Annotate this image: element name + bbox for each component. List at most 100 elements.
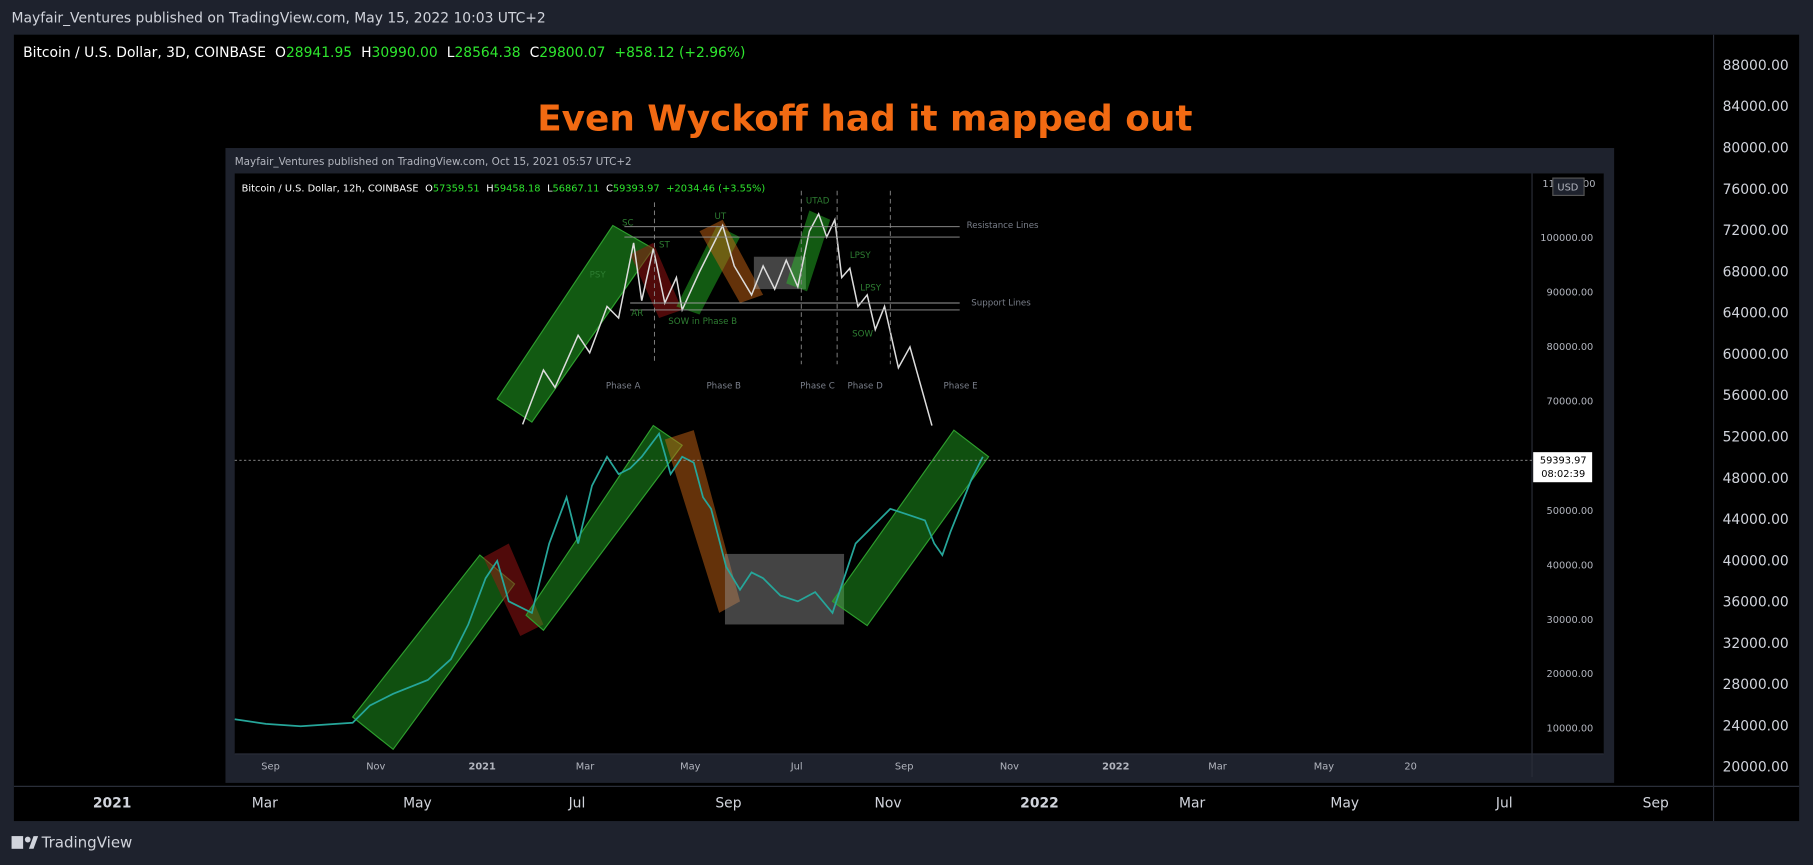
- footer: TradingView: [11, 834, 132, 852]
- label: L: [547, 183, 553, 194]
- value: 59458.18: [494, 183, 541, 194]
- phase-label: Phase D: [848, 382, 884, 392]
- inner-price-label: 10000.00: [1546, 724, 1593, 735]
- change: +858.12 (+2.96%): [614, 45, 745, 61]
- time-labels: 2021 Mar May Jul Sep Nov 2022 Mar May Ju…: [93, 796, 1669, 812]
- time-label: Jul: [1495, 796, 1513, 812]
- price-label: 60000.00: [1723, 347, 1789, 363]
- symbol: Bitcoin / U.S. Dollar, 12h, COINBASE: [242, 183, 419, 194]
- label: C: [530, 45, 540, 61]
- event: UTAD: [806, 197, 830, 207]
- value: 28564.38: [454, 45, 520, 61]
- time-axis: [13, 786, 1800, 822]
- time-label: 2021: [93, 796, 132, 812]
- embedded-screenshot: Mayfair_Ventures published on TradingVie…: [225, 148, 1615, 783]
- inner-price-label: 40000.00: [1546, 560, 1593, 571]
- label: C: [606, 183, 613, 194]
- price-label: 40000.00: [1723, 553, 1789, 569]
- price-label: 68000.00: [1723, 264, 1789, 280]
- event: LPSY: [860, 283, 882, 293]
- last-price: 59393.97: [1540, 455, 1587, 466]
- publisher: Mayfair_Ventures published on TradingVie…: [12, 11, 546, 27]
- countdown: 08:02:39: [1541, 469, 1585, 480]
- channel: [664, 430, 740, 613]
- event: LPSY: [850, 251, 872, 261]
- phase-label: Phase C: [800, 382, 835, 392]
- inner-price-label: 20000.00: [1546, 669, 1593, 680]
- inner-time-label: Sep: [895, 762, 913, 773]
- price-label: 88000.00: [1723, 58, 1789, 74]
- channel: [786, 210, 831, 292]
- inner-price-label: 30000.00: [1546, 615, 1593, 626]
- inner-time-label: Jul: [790, 762, 803, 773]
- price-label: 72000.00: [1723, 223, 1789, 239]
- inner-price-label: 50000.00: [1546, 506, 1593, 517]
- event: SOW in Phase B: [668, 317, 737, 327]
- time-label: May: [1330, 796, 1359, 812]
- inner-ohlc: Bitcoin / U.S. Dollar, 12h, COINBASE O57…: [242, 183, 766, 194]
- range-box: [724, 553, 845, 625]
- phase-label: Phase A: [606, 382, 641, 392]
- time-label: Mar: [252, 796, 278, 812]
- phase-dividers: [653, 190, 891, 365]
- schematic-path: [521, 212, 933, 426]
- value: 29800.07: [539, 45, 605, 61]
- event: ST: [659, 241, 670, 251]
- price-labels: 88000.00 84000.00 80000.00 76000.00 72000.00…: [1723, 58, 1789, 776]
- value: 30990.00: [372, 45, 438, 61]
- inner-time-label: 2022: [1102, 762, 1129, 773]
- title: Even Wyckoff had it mapped out: [537, 98, 1192, 139]
- event: SC: [622, 219, 634, 229]
- price-axis: [1713, 34, 1800, 787]
- inner-price-label: 70000.00: [1546, 396, 1593, 407]
- change: +2034.46 (+3.55%): [666, 183, 765, 194]
- price-label: 64000.00: [1723, 306, 1789, 322]
- inner-chart: [234, 173, 1604, 754]
- time-label: Sep: [715, 796, 741, 812]
- price-label: 28000.00: [1723, 677, 1789, 693]
- inner-time-label: Nov: [1000, 762, 1019, 773]
- price-label: 36000.00: [1723, 595, 1789, 611]
- price-tag: [1533, 452, 1593, 483]
- inner-time-label: May: [1314, 762, 1334, 773]
- phase-label: Phase E: [944, 382, 978, 392]
- value: 28941.95: [286, 45, 352, 61]
- price-label: 44000.00: [1723, 512, 1789, 528]
- value: 56867.11: [553, 183, 600, 194]
- value: 57359.51: [433, 183, 480, 194]
- phase-label: Phase B: [706, 382, 741, 392]
- inner-time-label: Sep: [261, 762, 279, 773]
- inner-time-label: Mar: [1208, 762, 1227, 773]
- inner-time-label: Mar: [576, 762, 595, 773]
- inner-time-labels: Sep Nov 2021 Mar May Jul Sep Nov 2022 Ma…: [261, 762, 1417, 773]
- logo: [28, 836, 39, 849]
- label: L: [447, 45, 455, 61]
- event: AR: [631, 309, 643, 319]
- inner-time-label: May: [680, 762, 700, 773]
- label: O: [275, 45, 286, 61]
- inner-publisher: Mayfair_Ventures published on TradingVie…: [235, 156, 632, 168]
- symbol: Bitcoin / U.S. Dollar, 3D, COINBASE: [23, 45, 266, 61]
- price-label: 24000.00: [1723, 718, 1789, 734]
- inner-price-label: 80000.00: [1546, 342, 1593, 353]
- inner-price-labels: 100000.00 90000.00 80000.00 70000.00 50000.0…: [1540, 233, 1593, 734]
- channel: [630, 242, 683, 319]
- label: O: [425, 183, 433, 194]
- time-label: May: [403, 796, 432, 812]
- price-label: 32000.00: [1723, 636, 1789, 652]
- inner-time-label: Nov: [366, 762, 385, 773]
- time-label: Jul: [568, 796, 586, 812]
- ohlc-legend: Bitcoin / U.S. Dollar, 3D, COINBASE O289…: [23, 45, 745, 61]
- label: H: [361, 45, 371, 61]
- event: UT: [715, 212, 727, 222]
- time-label: Nov: [874, 796, 901, 812]
- price-label: 80000.00: [1723, 140, 1789, 156]
- event: SOW: [852, 330, 873, 340]
- logo: [24, 836, 31, 843]
- inner-price-label: 90000.00: [1546, 288, 1593, 299]
- value: 59393.97: [613, 183, 660, 194]
- price-path: [234, 431, 984, 728]
- currency: USD: [1557, 182, 1578, 193]
